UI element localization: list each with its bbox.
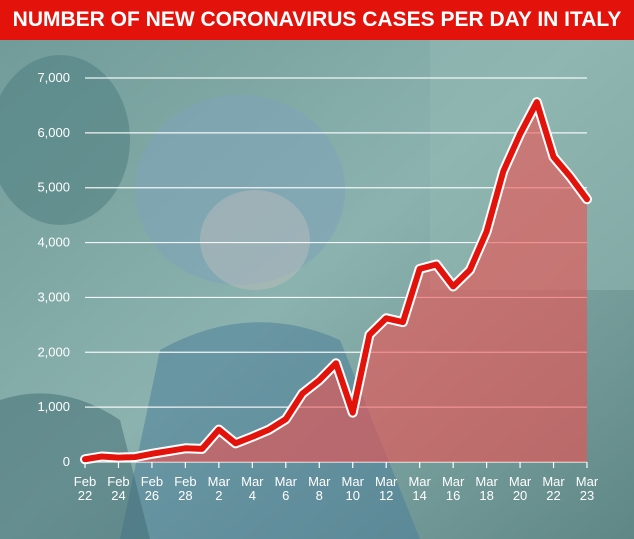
y-tick-label: 5,000 <box>37 180 70 195</box>
x-tick-label: Mar 10 <box>342 474 365 503</box>
x-tick-label: Mar 8 <box>308 474 331 503</box>
y-tick-label: 7,000 <box>37 70 70 85</box>
x-tick-label: Mar 12 <box>375 474 398 503</box>
x-tick-label: Mar 20 <box>509 474 532 503</box>
y-tick-label: 3,000 <box>37 289 70 304</box>
y-tick-label: 0 <box>63 454 70 469</box>
y-tick-label: 2,000 <box>37 344 70 359</box>
y-tick-label: 1,000 <box>37 399 70 414</box>
y-tick-label: 6,000 <box>37 125 70 140</box>
series-line <box>82 99 590 463</box>
x-tick-label: Feb 24 <box>107 474 129 503</box>
x-tick-label: Feb 22 <box>74 474 96 503</box>
x-tick-label: Mar 14 <box>408 474 431 503</box>
x-tick-label: Feb 26 <box>141 474 163 503</box>
series-area <box>85 102 587 462</box>
x-tick-label: Feb 28 <box>174 474 196 503</box>
x-tick-label: Mar 4 <box>241 474 264 503</box>
x-tick-label: Mar 6 <box>275 474 298 503</box>
x-tick-label: Mar 22 <box>542 474 565 503</box>
y-tick-label: 4,000 <box>37 235 70 250</box>
x-tick-label: Mar 18 <box>475 474 498 503</box>
chart-title: NUMBER OF NEW CORONAVIRUS CASES PER DAY … <box>0 0 634 40</box>
x-tick-label: Mar 23 <box>576 474 599 503</box>
x-tick-label: Mar 16 <box>442 474 465 503</box>
x-tick-label: Mar 2 <box>208 474 231 503</box>
